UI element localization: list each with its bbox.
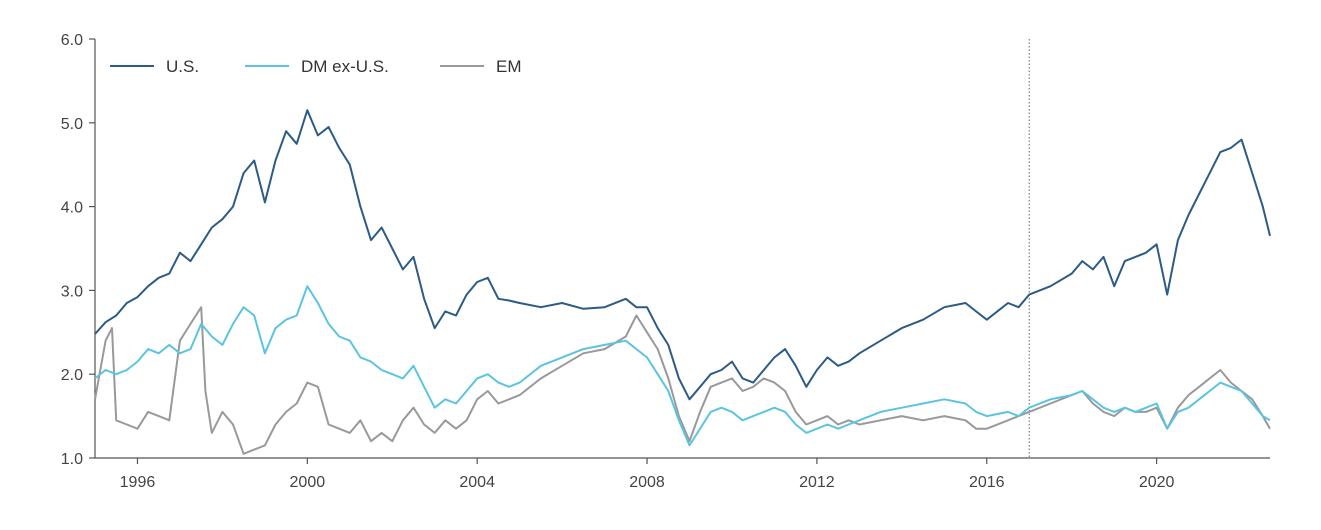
y-tick-label: 1.0 [61, 451, 83, 468]
y-tick-label: 6.0 [61, 32, 83, 49]
axes: 1.0 2.0 3.0 4.0 5.0 6.0 1996 2000 2004 2008 2012 20… [61, 32, 1270, 491]
y-tick-label: 2.0 [61, 367, 83, 384]
legend-item-dm-ex-u-s: DM ex-U.S. [245, 57, 389, 76]
x-tick-label: 2016 [969, 474, 1005, 491]
series-layer [94, 109, 1271, 455]
x-tick-label: 2008 [629, 474, 665, 491]
series-line-dm-ex-u-s [94, 285, 1271, 447]
series-line-u-s [94, 109, 1271, 401]
x-tick-label: 2004 [459, 474, 495, 491]
x-tick-label: 1996 [120, 474, 156, 491]
legend: U.S. DM ex-U.S. EM [110, 57, 522, 76]
y-tick-label: 4.0 [61, 200, 83, 217]
series-line-em [94, 306, 1271, 455]
legend-label: U.S. [166, 57, 199, 76]
legend-item-u-s: U.S. [110, 57, 199, 76]
y-tick-label: 5.0 [61, 116, 83, 133]
x-tick-label: 2000 [290, 474, 326, 491]
legend-label: EM [496, 57, 522, 76]
legend-label: DM ex-U.S. [301, 57, 389, 76]
x-tick-label: 2020 [1139, 474, 1175, 491]
y-tick-label: 3.0 [61, 283, 83, 300]
legend-item-em: EM [440, 57, 522, 76]
x-tick-label: 2012 [799, 474, 835, 491]
